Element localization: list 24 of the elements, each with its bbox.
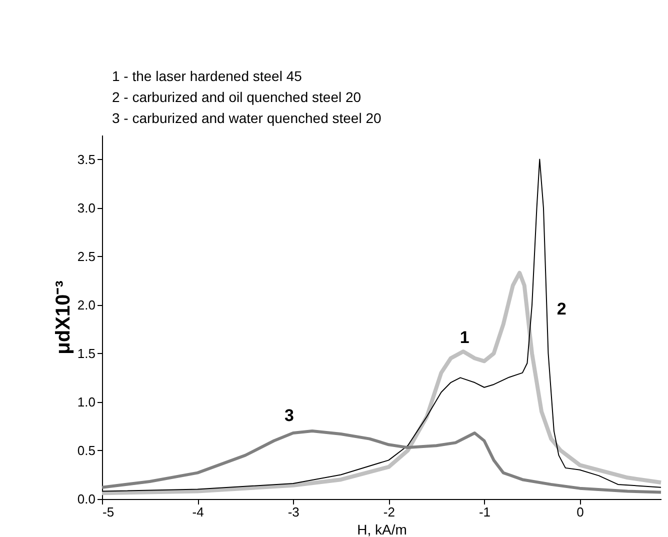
y-tick-label: 0.0: [77, 492, 96, 506]
y-tick-label: 1.5: [77, 346, 96, 361]
y-tick-label: 2.0: [77, 297, 96, 312]
x-tick-label: -1: [478, 504, 491, 520]
x-tick-label: -3: [288, 504, 300, 520]
y-tick-label: 1.0: [77, 394, 96, 410]
text: 2 - carburized and oil quenched steel 20: [112, 89, 362, 105]
y-tick-label: 3.5: [77, 152, 96, 167]
text: 1 - the laser hardened steel 45: [112, 68, 302, 84]
y-tick-label: 3.0: [77, 200, 96, 216]
series-label: 1: [460, 328, 470, 347]
y-tick-label: 0.5: [77, 442, 96, 458]
y-tick-label: 2.5: [77, 248, 96, 264]
x-tick-label: -5: [102, 504, 114, 520]
y-axis-title: μdX10⁻³: [52, 280, 74, 354]
series-label: 2: [556, 299, 566, 318]
series-label: 3: [284, 406, 294, 426]
x-tick-label: -4: [192, 504, 204, 520]
line-series: [100, 270, 663, 496]
x-tick-label: 0: [576, 504, 584, 520]
x-tick-label: -2: [383, 504, 395, 520]
line-series: [100, 430, 662, 494]
x-axis-title: H, kA/m: [357, 522, 407, 537]
text: 3 - carburized and water quenched steel 20: [112, 110, 382, 126]
